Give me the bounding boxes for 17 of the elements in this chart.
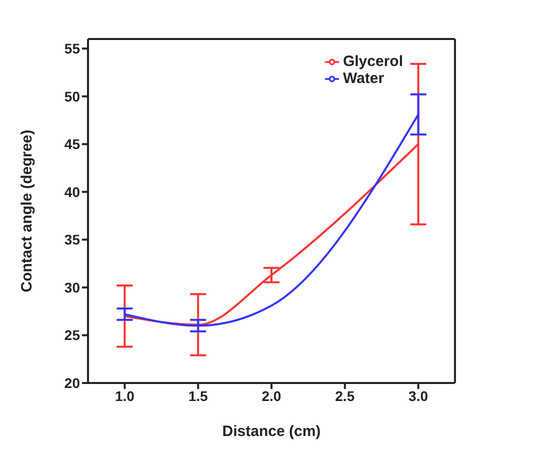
y-tick-label: 45 [64, 136, 80, 152]
x-tick-label: 2.5 [335, 388, 355, 404]
y-tick-label: 35 [64, 232, 80, 248]
y-tick-label: 30 [64, 279, 80, 296]
y-tick-label: 25 [64, 327, 80, 344]
x-tick-label: 1.5 [188, 388, 208, 404]
y-tick-label: 55 [64, 40, 80, 57]
y-tick-label: 40 [64, 184, 80, 200]
legend-label: Glycerol [342, 53, 403, 70]
y-axis-title: Contact angle (degree) [18, 130, 36, 292]
legend-label: Water [342, 70, 384, 87]
x-axis-title: Distance (cm) [222, 423, 321, 440]
x-tick-label: 3.0 [408, 388, 428, 404]
y-tick-label: 50 [64, 88, 80, 104]
x-tick-label: 2.0 [262, 388, 282, 404]
y-tick-label: 20 [64, 374, 80, 391]
x-tick-label: 1.0 [114, 388, 135, 404]
